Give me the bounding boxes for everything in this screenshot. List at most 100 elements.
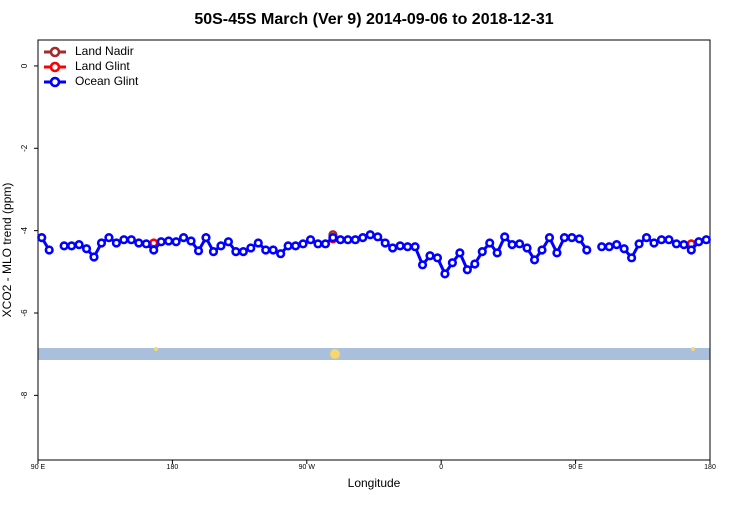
- x-tick-label: 90 E: [568, 464, 583, 471]
- data-point: [373, 232, 383, 242]
- y-tick-label: -6: [20, 309, 29, 317]
- x-tick-label: 90 W: [299, 464, 316, 471]
- x-tick-label: 180: [167, 464, 179, 471]
- land-marker: [154, 347, 158, 351]
- y-tick-label: -8: [20, 391, 29, 399]
- data-point: [179, 233, 189, 243]
- data-point: [455, 248, 465, 258]
- data-point: [149, 245, 159, 255]
- data-point: [238, 247, 248, 257]
- data-point: [134, 238, 144, 248]
- data-point: [552, 248, 562, 258]
- data-point: [74, 240, 84, 250]
- data-point: [223, 237, 233, 247]
- y-tick-label: 0: [20, 63, 29, 68]
- data-point: [126, 235, 136, 245]
- data-point: [410, 242, 420, 252]
- data-point: [208, 247, 219, 257]
- legend-label: Land Glint: [75, 59, 130, 73]
- data-point: [141, 239, 151, 249]
- data-point: [574, 234, 584, 244]
- data-point: [59, 241, 69, 251]
- land-marker: [330, 349, 340, 359]
- data-point: [492, 248, 502, 258]
- data-point: [246, 243, 256, 253]
- data-point: [119, 235, 129, 245]
- data-point: [567, 233, 577, 243]
- data-point: [537, 245, 547, 255]
- data-point: [388, 243, 398, 253]
- data-point: [604, 242, 614, 252]
- data-point: [612, 240, 622, 250]
- data-point: [268, 245, 278, 255]
- data-point: [320, 239, 331, 249]
- data-point: [66, 241, 77, 251]
- y-tick-label: -4: [20, 227, 29, 235]
- data-point: [462, 265, 472, 275]
- data-point: [164, 236, 174, 246]
- data-point: [649, 238, 659, 248]
- data-point: [283, 241, 293, 251]
- legend-label: Land Nadir: [75, 44, 134, 58]
- data-point: [313, 239, 323, 249]
- data-point: [216, 241, 226, 251]
- data-point: [350, 235, 360, 245]
- data-point: [597, 242, 607, 252]
- data-point: [477, 247, 487, 257]
- data-point: [500, 232, 510, 242]
- data-point: [231, 247, 241, 257]
- data-point: [470, 259, 480, 269]
- data-point: [156, 237, 166, 247]
- data-point: [328, 233, 338, 243]
- legend-label: Ocean Glint: [75, 74, 139, 88]
- y-tick-label: -2: [20, 144, 29, 152]
- plot-frame: [37, 39, 711, 461]
- data-point: [305, 235, 316, 245]
- data-point: [343, 235, 353, 245]
- data-point: [507, 240, 517, 250]
- data-point: [432, 253, 443, 263]
- data-point: [380, 238, 390, 248]
- data-point: [111, 238, 121, 248]
- data-point: [291, 241, 301, 251]
- data-point: [276, 249, 286, 259]
- data-point: [671, 239, 682, 249]
- data-point: [641, 233, 652, 243]
- data-point: [89, 252, 99, 262]
- data-point: [37, 233, 47, 243]
- data-point: [403, 242, 413, 252]
- x-tick-label: 180: [704, 464, 716, 471]
- data-point: [485, 238, 495, 248]
- data-point: [634, 239, 644, 249]
- x-tick-label: 90 E: [31, 464, 46, 471]
- data-point: [656, 235, 667, 245]
- data-point: [619, 244, 629, 254]
- data-point: [679, 240, 689, 250]
- data-point: [447, 258, 458, 268]
- data-point: [701, 235, 711, 245]
- data-point: [544, 233, 555, 243]
- data-point: [298, 239, 308, 249]
- legend-marker: [49, 46, 61, 58]
- data-point: [694, 237, 704, 247]
- data-point: [395, 241, 405, 251]
- data-point: [626, 253, 637, 263]
- data-point: [582, 245, 592, 255]
- data-point: [96, 238, 107, 248]
- data-point: [522, 243, 532, 253]
- land-mask-band: [38, 348, 710, 360]
- data-point: [559, 233, 570, 243]
- data-point: [417, 260, 428, 270]
- data-point: [104, 233, 114, 243]
- chart-title: 50S-45S March (Ver 9) 2014-09-06 to 2018…: [194, 11, 553, 28]
- data-point: [365, 230, 375, 240]
- x-axis-label: Longitude: [348, 476, 401, 490]
- x-tick-label: 0: [439, 464, 443, 471]
- legend-marker: [49, 61, 61, 73]
- data-point: [171, 237, 181, 247]
- data-point: [440, 269, 450, 279]
- data-point: [686, 245, 696, 255]
- data-point: [358, 233, 368, 243]
- data-point: [514, 239, 525, 249]
